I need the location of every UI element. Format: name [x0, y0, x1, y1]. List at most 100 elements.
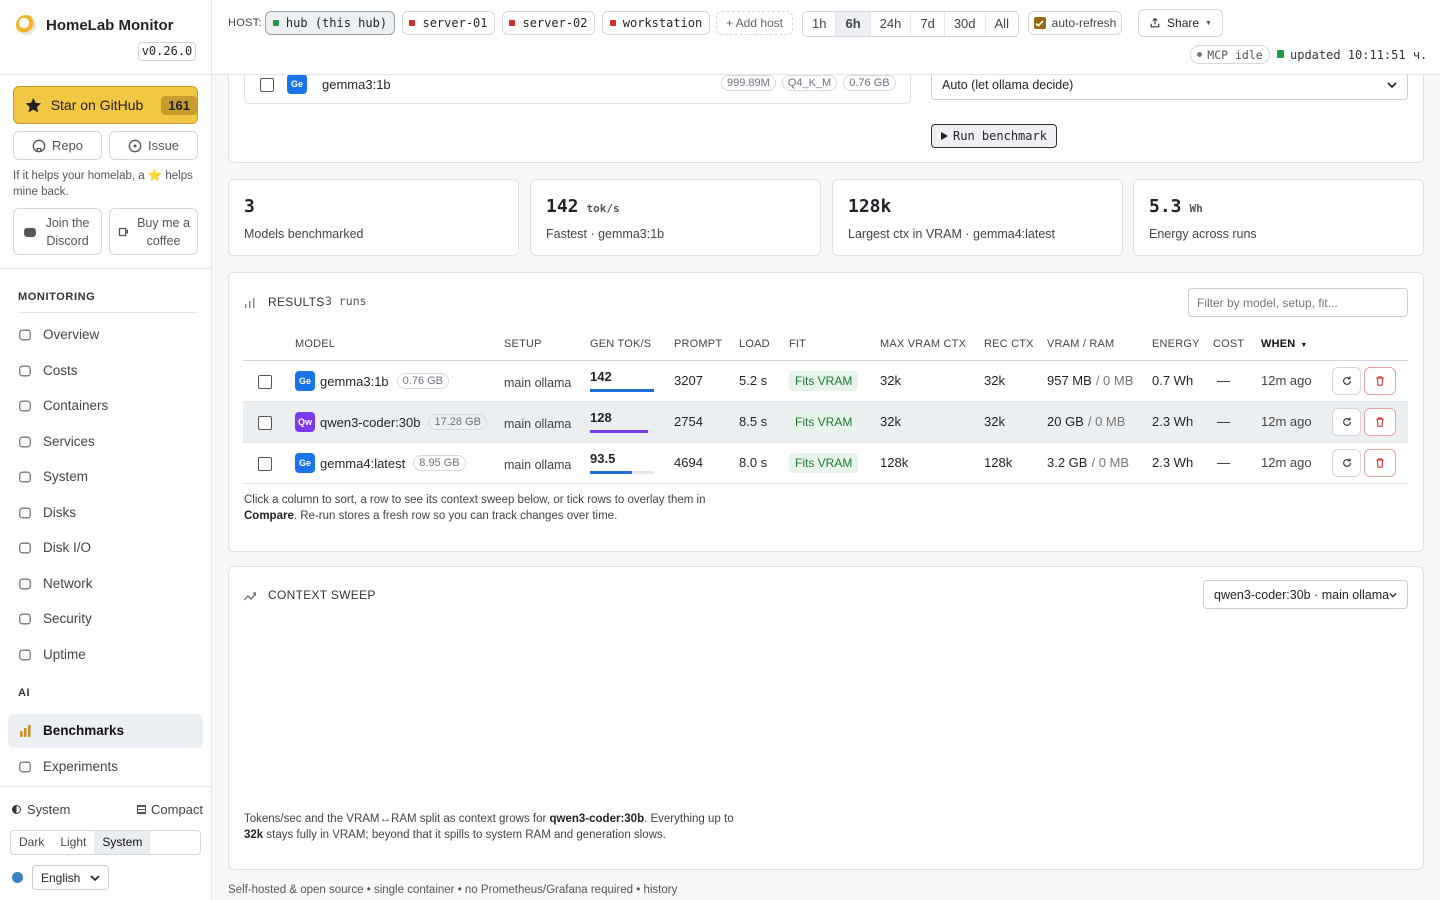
run-benchmark-button[interactable]: Run benchmark: [931, 124, 1057, 148]
delete-button[interactable]: [1364, 367, 1396, 395]
nav-item[interactable]: Containers: [43, 398, 109, 413]
checkbox[interactable]: [258, 457, 272, 471]
model-cell: Qw qwen3-coder:30b 17.28 GB: [295, 412, 487, 432]
column-header[interactable]: SETUP: [504, 338, 542, 350]
range-option[interactable]: 6h: [836, 12, 871, 36]
icon: [19, 436, 31, 447]
theme-option[interactable]: Dark: [19, 835, 45, 849]
column-header[interactable]: ENERGY: [1152, 338, 1200, 350]
header-line: [243, 360, 1408, 361]
model-badge: Ge: [295, 371, 315, 391]
column-header[interactable]: WHEN ▼: [1261, 338, 1308, 350]
nav-item[interactable]: Disk I/O: [43, 540, 92, 555]
coffee-button[interactable]: Buy me a coffee: [109, 208, 198, 255]
rerun-button[interactable]: [1332, 408, 1361, 436]
column-header[interactable]: MAX VRAM CTX: [880, 338, 967, 350]
language-select[interactable]: English: [32, 865, 109, 890]
discord-button[interactable]: Join the Discord: [13, 208, 102, 255]
range-option[interactable]: 30d: [945, 12, 986, 36]
nav-item[interactable]: Benchmarks: [43, 723, 125, 738]
repo-button[interactable]: Repo: [13, 131, 102, 160]
mcp-status: MCP idle: [1190, 45, 1270, 64]
rerun-button[interactable]: [1332, 449, 1361, 477]
column-header[interactable]: FIT: [789, 338, 807, 350]
host-name: server-02: [522, 16, 588, 30]
model-chip: Q4_K_M: [781, 75, 838, 91]
add-host-button[interactable]: + Add host: [716, 11, 793, 35]
nav-item[interactable]: Network: [43, 575, 93, 591]
vram: 957 MB: [1047, 373, 1092, 388]
nav-item[interactable]: Uptime: [43, 646, 86, 662]
host-chip[interactable]: hub (this hub): [265, 11, 395, 35]
nav-item[interactable]: Services: [43, 433, 95, 449]
icon: [118, 227, 128, 236]
ram: / 0 MB: [1091, 455, 1130, 470]
range-option[interactable]: All: [994, 16, 1009, 31]
column-header[interactable]: COST: [1213, 338, 1245, 350]
stat-unit: tok/s: [586, 202, 620, 215]
share-label: Share: [1167, 16, 1200, 30]
model-badge: Ge: [287, 74, 307, 94]
icon: [19, 613, 31, 625]
star-button[interactable]: Star on GitHub 161: [13, 86, 198, 124]
nav-item[interactable]: Security: [43, 611, 92, 626]
results-title: RESULTS: [268, 295, 325, 309]
range-option[interactable]: 1h: [803, 12, 837, 36]
compact-toggle[interactable]: Compact: [151, 802, 204, 817]
icon: [1376, 458, 1384, 468]
nav-item[interactable]: Disks: [43, 504, 76, 520]
column-header[interactable]: PROMPT: [674, 338, 723, 350]
icon: [19, 649, 31, 660]
nav-icon: [18, 612, 32, 629]
checkbox[interactable]: [1033, 17, 1046, 29]
delete-button[interactable]: [1364, 408, 1396, 436]
issue-button[interactable]: Issue: [109, 131, 198, 160]
vram-ram: 957 MB/ 0 MB: [1047, 373, 1133, 389]
app-name: HomeLab Monitor: [46, 17, 174, 34]
column-header[interactable]: VRAM / RAM: [1047, 338, 1115, 350]
max-vram-ctx: 128k: [880, 455, 909, 470]
result-row[interactable]: [243, 361, 1408, 402]
nav-item[interactable]: Costs: [43, 362, 78, 378]
host-chip[interactable]: server-02: [502, 11, 595, 35]
icon: [19, 542, 31, 554]
host-chip[interactable]: server-01: [402, 11, 495, 35]
stat-value: 128k: [848, 196, 891, 217]
run-select[interactable]: qwen3-coder:30b · main ollama: [1203, 580, 1408, 609]
nav-item[interactable]: Overview: [43, 327, 100, 342]
load: 8.5 s: [739, 414, 768, 429]
checkbox[interactable]: [260, 78, 274, 92]
range-option[interactable]: 24h: [871, 12, 912, 36]
note-text: 32k: [244, 829, 264, 841]
nav-icon: [18, 435, 32, 452]
filter-input[interactable]: [1188, 288, 1408, 317]
nav-item[interactable]: System: [43, 469, 89, 484]
range-option[interactable]: 7d: [911, 12, 945, 36]
share-button[interactable]: Share ▼: [1138, 9, 1223, 37]
updated-time: updated 10:11:51 ч.: [1290, 48, 1428, 62]
note-text: Compare: [244, 510, 294, 522]
theme-option[interactable]: System: [94, 831, 151, 854]
stat-number: 3: [244, 196, 255, 217]
column-header[interactable]: REC CTX: [984, 338, 1034, 350]
nav-icon: [18, 470, 32, 487]
result-row[interactable]: [243, 443, 1408, 484]
stat-unit: Wh: [1189, 202, 1203, 215]
column-header[interactable]: GEN TOK/S: [590, 338, 652, 350]
rerun-button[interactable]: [1332, 367, 1361, 395]
setup: main ollama: [504, 376, 572, 390]
nav-item[interactable]: Experiments: [43, 758, 119, 774]
checkbox[interactable]: [258, 375, 272, 389]
rec-ctx: 32k: [984, 414, 1005, 429]
column-header[interactable]: LOAD: [739, 338, 770, 350]
results-runs: 3 runs: [325, 294, 367, 308]
column-header[interactable]: MODEL: [295, 338, 336, 350]
auto-refresh[interactable]: auto-refresh: [1028, 11, 1122, 35]
icon: [1342, 458, 1351, 467]
theme-option[interactable]: Light: [60, 835, 87, 849]
host-chip[interactable]: workstation: [602, 11, 710, 35]
icon: [941, 132, 949, 140]
icon: [19, 507, 31, 518]
checkbox[interactable]: [258, 416, 272, 430]
delete-button[interactable]: [1364, 449, 1396, 477]
